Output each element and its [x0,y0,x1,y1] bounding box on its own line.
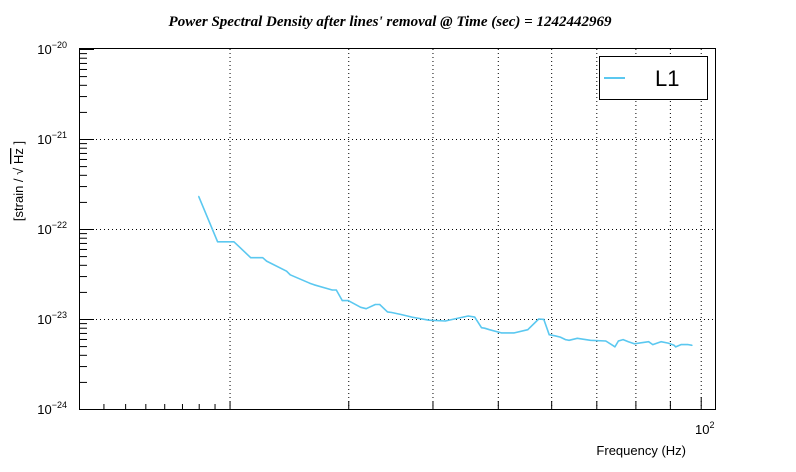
plot-frame [79,48,716,410]
data-point [484,327,486,329]
data-point [687,344,689,346]
y-axis-label-prefix: [strain / [11,175,26,221]
y-tick-label-base: 10 [37,222,51,237]
y-tick-label: 10−20 [37,40,67,57]
data-point [428,319,430,321]
data-point [335,289,337,291]
data-point [500,332,502,334]
data-point [374,303,376,306]
y-tick-label-exponent: −24 [52,400,67,410]
data-point [386,311,389,313]
data-point [613,345,615,347]
data-point [360,306,362,308]
data-point [331,289,333,291]
data-point [347,300,349,302]
data-point [627,341,630,343]
y-tick-label-exponent: −22 [52,220,67,230]
data-point [527,329,529,331]
y-tick-label: 10−23 [37,310,67,327]
data-point [513,332,515,334]
data-point [605,340,607,342]
data-point [474,316,476,318]
data-point [262,257,264,259]
y-tick-label: 10−22 [37,220,67,237]
y-axis-label: [strain / √ Hz ] [11,141,26,221]
data-point [576,337,578,339]
data-point [467,315,469,317]
data-point [313,284,315,286]
data-point [453,318,455,320]
data-point [538,318,540,320]
data-point [680,344,682,346]
data-point [667,342,669,344]
y-tick-label-exponent: −23 [52,310,67,320]
data-point [233,241,235,243]
data-point [444,320,446,322]
data-point [675,346,677,348]
x-tick-label-exponent: 2 [709,420,714,430]
data-point [289,274,291,276]
data-point [341,300,343,302]
y-tick-label-base: 10 [37,312,51,327]
data-point [217,241,219,243]
data-point [365,308,367,310]
data-point [250,257,252,259]
y-tick-label-base: 10 [37,402,51,417]
data-point [622,339,624,341]
y-tick-label-exponent: −20 [52,40,67,50]
data-point [198,195,200,197]
data-point [568,339,570,341]
data-point [266,260,268,262]
y-tick-label: 10−21 [37,130,67,147]
data-point [237,245,239,247]
data-point [652,344,654,346]
chart-title: Power Spectral Density after lines' remo… [169,14,612,30]
data-point [543,318,545,320]
y-tick-label-base: 10 [37,42,51,57]
x-axis-label: Frequency (Hz) [596,443,686,458]
legend: L1 [599,56,708,100]
data-point [660,341,662,343]
data-point [309,282,311,284]
y-tick-label-base: 10 [37,132,51,147]
data-point [548,334,550,336]
data-point [379,303,381,306]
y-axis-label-sqrt-sign: √ [11,167,26,175]
data-point [488,329,491,331]
x-tick-label-base: 10 [695,422,709,437]
data-point [633,343,635,345]
data-point [691,344,693,346]
data-point [559,336,561,338]
data-point [564,339,567,341]
data-point [617,340,620,342]
data-point [673,344,675,346]
data-point [648,341,650,343]
y-tick-label-exponent: −21 [52,130,67,140]
data-point [411,316,413,318]
data-point [480,327,483,329]
grid [80,49,715,409]
axis-ticks [80,49,702,410]
y-axis-label-suffix: ] [11,141,26,145]
x-tick-label: 102 [695,420,714,437]
data-point [614,346,616,348]
legend-label-l1: L1 [655,66,679,91]
y-axis-label-sqrt-arg: Hz [11,148,26,164]
data-point [286,270,288,272]
data-point [589,339,592,341]
y-tick-label: 10−24 [37,400,67,417]
data-series [197,195,693,348]
svg-text:[strain / √ Hz: [strain / √ Hz ] [11,141,26,221]
data-point [554,335,556,337]
data-point [401,314,403,316]
data-point [391,311,393,314]
